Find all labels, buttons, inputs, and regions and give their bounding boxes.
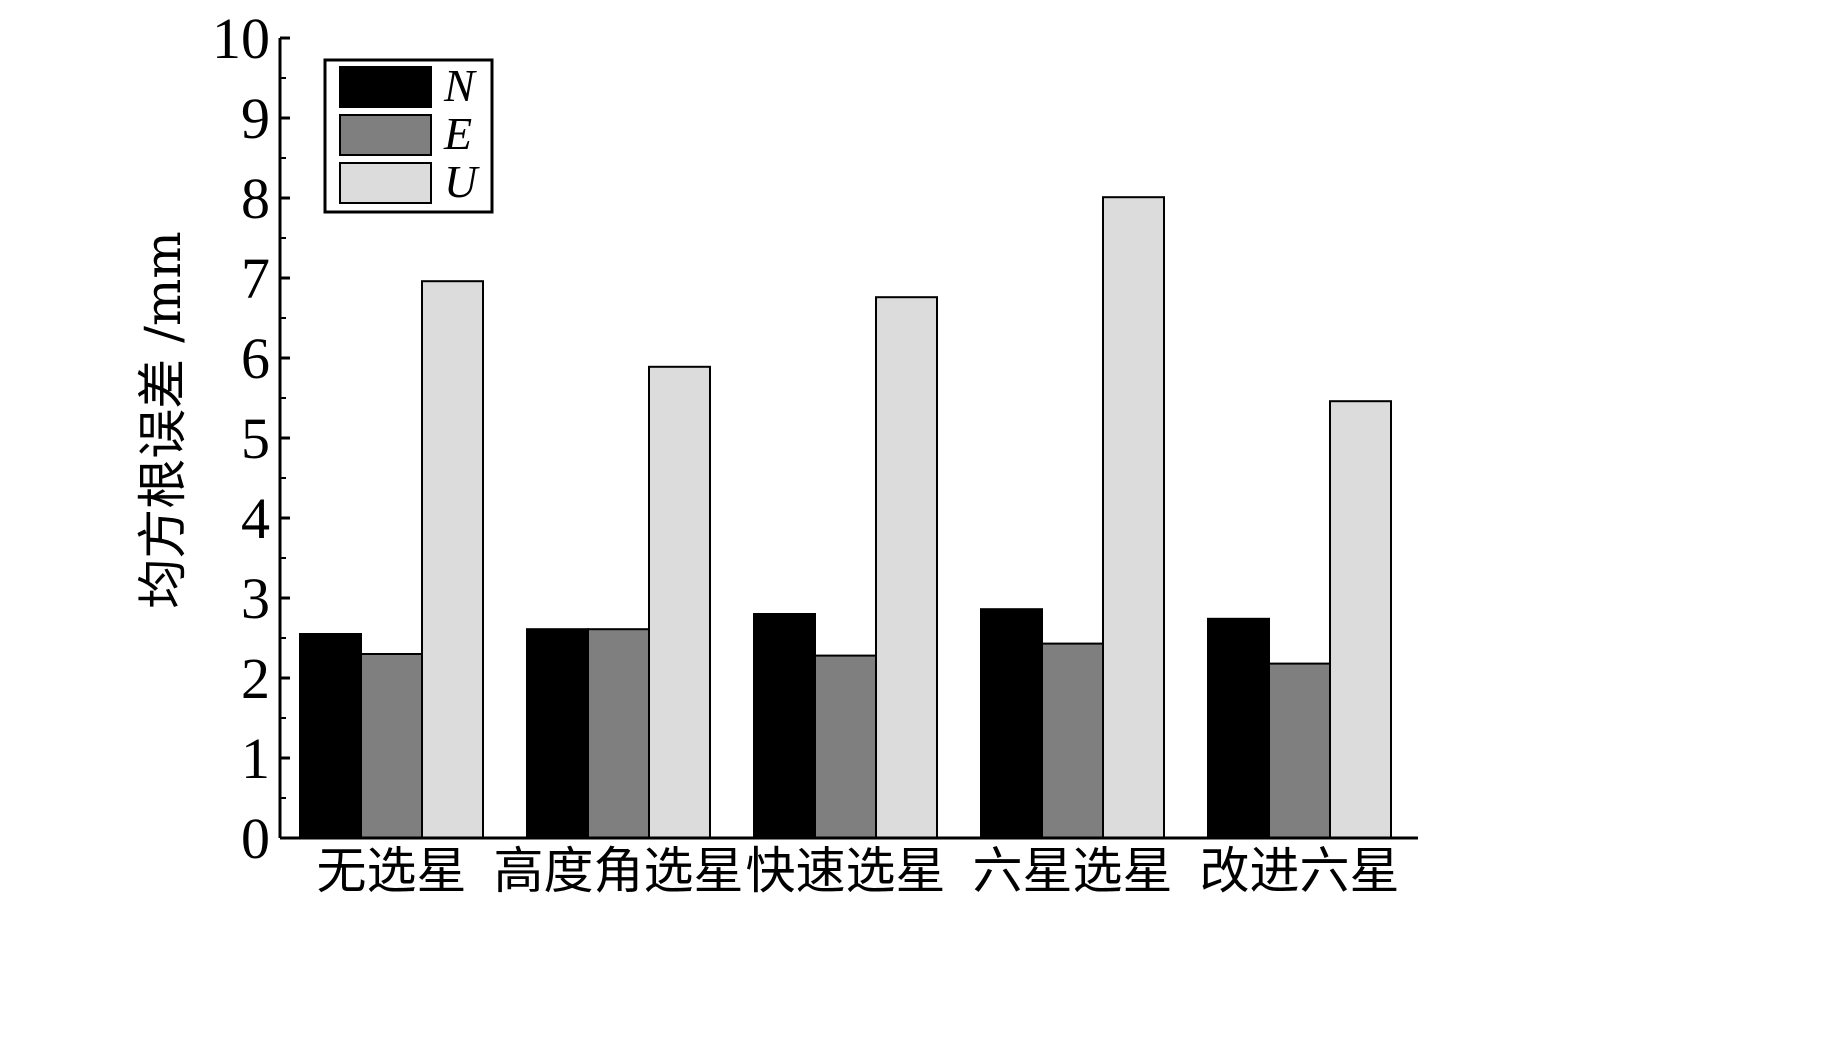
legend-swatch-e — [339, 114, 432, 156]
bar-u-1 — [421, 280, 484, 839]
bar-u-5 — [1329, 400, 1392, 839]
bar-n-4 — [980, 608, 1043, 840]
y-tick-label: 3 — [241, 566, 270, 631]
legend-swatch-u — [339, 162, 432, 204]
y-ticks-layer: 0 1 2 3 4 5 6 7 8 9 10 — [212, 6, 290, 871]
y-tick-label: 5 — [241, 406, 270, 471]
category-labels-layer: 无选星 高度角选星 快速选星 六星选星 改进六星 — [317, 842, 1400, 900]
legend-swatch-n — [339, 66, 432, 108]
bar-u-4 — [1102, 196, 1165, 839]
x-category-label: 高度角选星 — [494, 842, 744, 900]
bar-e-3 — [814, 654, 877, 839]
x-category-label: 改进六星 — [1200, 842, 1400, 900]
legend-label-n: N — [443, 60, 477, 111]
x-category-label: 快速选星 — [746, 842, 946, 900]
bar-n-2 — [526, 628, 589, 840]
bar-e-2 — [587, 628, 650, 840]
legend-label-e: E — [443, 108, 472, 159]
y-tick-label: 4 — [241, 486, 270, 551]
y-tick-label: 2 — [241, 646, 270, 711]
x-category-label: 六星选星 — [973, 842, 1173, 900]
bar-n-1 — [299, 633, 362, 839]
y-tick-label: 6 — [241, 326, 270, 391]
bars-layer — [299, 196, 1392, 840]
y-tick-label: 0 — [241, 806, 270, 871]
y-tick-label: 7 — [241, 246, 270, 311]
y-tick-label: 8 — [241, 166, 270, 231]
bar-n-5 — [1207, 617, 1270, 839]
legend-label-u: U — [444, 156, 480, 207]
y-axis-title: 均方根误差 /mm — [134, 231, 192, 609]
bar-n-3 — [753, 613, 816, 839]
y-tick-label: 10 — [212, 6, 270, 71]
y-tick-label: 1 — [241, 726, 270, 791]
bar-u-2 — [648, 365, 711, 839]
bar-u-3 — [875, 296, 938, 839]
y-tick-label: 9 — [241, 86, 270, 151]
bar-e-1 — [360, 653, 423, 839]
bar-e-4 — [1041, 642, 1104, 839]
bar-e-5 — [1268, 662, 1331, 839]
x-category-label: 无选星 — [317, 842, 467, 900]
legend: NEU — [323, 58, 494, 214]
